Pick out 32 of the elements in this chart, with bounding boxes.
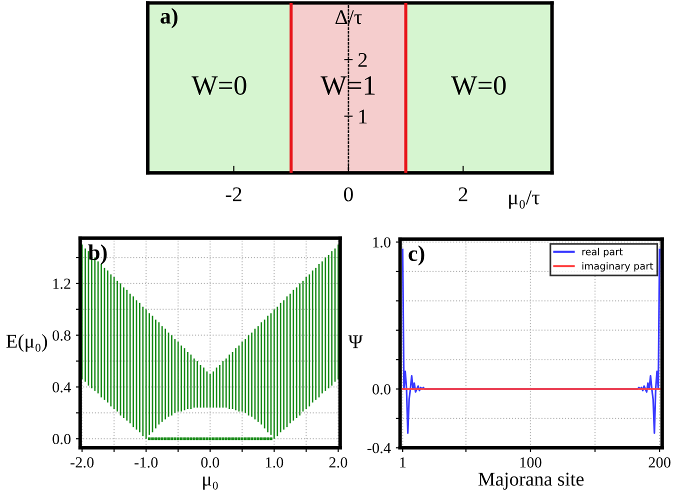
x-axis-title: Majorana site: [478, 472, 584, 490]
x-tick-label: 2: [458, 187, 468, 202]
x-axis-title: μ₀: [203, 476, 218, 490]
y-axis-title: Ψ: [348, 335, 363, 348]
x-tick-label: -2: [226, 187, 242, 202]
y-tick-label: 0.8: [52, 330, 71, 341]
x-tick-label: 200: [648, 457, 670, 468]
y-tick-label: 1.2: [53, 278, 70, 289]
y-tick-label: 0.4: [52, 382, 71, 392]
x-tick-label: 1: [400, 457, 406, 468]
band-label: W=0: [451, 76, 506, 95]
y-tick-label: 1.0: [373, 237, 390, 248]
y-axis-title: E(μ₀): [6, 334, 48, 352]
legend-label: imaginary part: [582, 262, 654, 272]
band-label: W=0: [192, 76, 246, 95]
y-tick-label: 0.0: [52, 434, 71, 444]
x-tick-label: -2.0: [70, 457, 94, 468]
y-tick-label: 1: [359, 110, 367, 124]
x-tick-label: 100: [520, 457, 542, 468]
x-axis-title: μ₀/τ: [509, 190, 540, 209]
chart-title: c): [408, 245, 424, 266]
x-tick-label: 1.0: [266, 457, 284, 468]
band-label: W=1: [320, 76, 375, 95]
y-tick-label: -0.4: [367, 442, 391, 454]
x-tick-label: 2.0: [329, 457, 348, 468]
x-tick-label: -1.0: [134, 457, 158, 468]
chart-title: a): [160, 8, 178, 28]
y-tick-label: 0.0: [372, 384, 390, 395]
x-tick-label: 0.0: [201, 457, 220, 468]
x-tick-label: 0: [344, 187, 353, 202]
legend-label: real part: [582, 248, 623, 258]
y-axis-title: Δ/τ: [335, 10, 362, 24]
